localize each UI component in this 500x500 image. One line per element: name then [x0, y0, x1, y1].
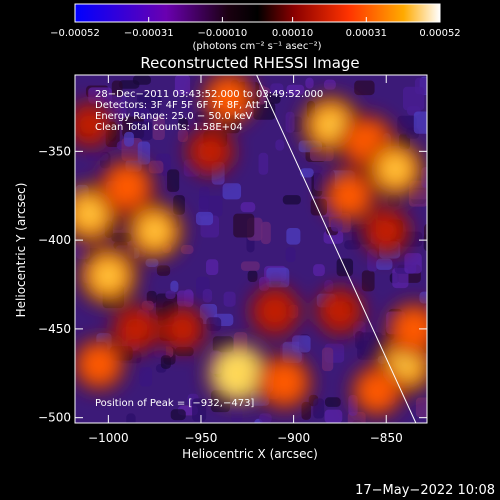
- colorbar: [74, 3, 441, 23]
- colorbar-tick-label: −0.00031: [124, 28, 174, 39]
- bright-region: [349, 363, 405, 419]
- y-tick-label: −500: [38, 411, 71, 425]
- bright-region: [248, 284, 302, 338]
- x-tick-label: −1000: [88, 431, 129, 445]
- bright-region: [200, 75, 258, 127]
- colorbar-ticks: −0.00052 −0.00031 −0.00010 0.00010 0.00031 0.…: [50, 17, 461, 39]
- y-tick-label: −450: [38, 322, 71, 336]
- bright-region: [314, 285, 366, 337]
- heatmap-image: [75, 75, 427, 423]
- colorbar-tick-label: −0.00052: [50, 28, 100, 39]
- bright-region: [360, 205, 413, 258]
- bright-region: [385, 300, 427, 358]
- annotation-energy-range: Energy Range: 25.0 − 50.0 keV: [95, 111, 252, 122]
- y-tick-label: −350: [38, 144, 71, 158]
- bright-region: [75, 99, 115, 150]
- plot-frame: [74, 74, 428, 424]
- generation-timestamp: 17−May−2022 10:08: [355, 483, 495, 498]
- peak-position-label: Position of Peak = [−932,−473]: [95, 398, 254, 409]
- annotation-detectors: Detectors: 3F 4F 5F 6F 7F 8F, Att 1: [95, 100, 269, 111]
- y-axis-label: Heliocentric Y (arcsec): [14, 183, 28, 318]
- bright-region: [157, 304, 208, 354]
- x-tick-label: −950: [184, 431, 217, 445]
- x-tick-label: −850: [370, 431, 403, 445]
- solar-limb-line: [256, 74, 417, 424]
- annotation-clean-counts: Clean Total counts: 1.58E+04: [95, 122, 243, 133]
- bright-region: [75, 336, 127, 393]
- colorbar-tick-label: 0.00052: [419, 28, 460, 39]
- colorbar-tick-label: −0.00010: [198, 28, 248, 39]
- x-tick-label: −900: [277, 431, 310, 445]
- colorbar-tick-label: 0.00010: [272, 28, 313, 39]
- bright-region: [204, 339, 272, 407]
- bright-region: [97, 157, 157, 217]
- annotation-time-range: 28−Dec−2011 03:43:52.000 to 03:49:52.000: [95, 89, 323, 100]
- bright-region: [184, 125, 237, 178]
- y-tick-label: −400: [38, 233, 71, 247]
- bright-region: [254, 352, 315, 412]
- axis-ticks: −1000 −950 −900 −850 −350 −400 −450 −500: [38, 75, 427, 445]
- bright-region: [124, 200, 186, 262]
- colorbar-tick-label: 0.00031: [346, 28, 387, 39]
- bright-region: [321, 168, 377, 224]
- x-axis-label: Heliocentric X (arcsec): [182, 447, 318, 461]
- bright-region: [364, 138, 427, 200]
- bright-region: [110, 303, 162, 355]
- bright-region: [76, 243, 140, 308]
- colorbar-unit-label: (photons cm⁻² s⁻¹ asec⁻²): [192, 41, 321, 52]
- chart-title: Reconstructed RHESSI Image: [140, 54, 359, 72]
